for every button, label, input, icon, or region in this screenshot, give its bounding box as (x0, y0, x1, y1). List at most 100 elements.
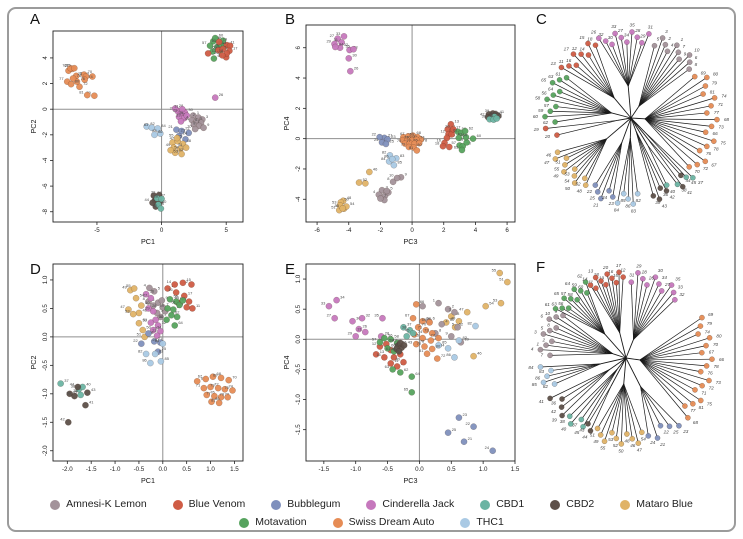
tip-dot (670, 289, 677, 296)
data-point-sample-72: 72 (207, 381, 219, 391)
sample-dot (142, 350, 150, 358)
sample-label: 78 (423, 138, 428, 143)
sample-dot (435, 299, 442, 307)
sample-dot (202, 375, 210, 383)
sample-label: 19 (223, 36, 228, 41)
tree-branch (623, 383, 633, 439)
panel-letter-d: D (30, 261, 41, 278)
sample-dot (176, 301, 183, 309)
tree-tip-sample-13: 13 (588, 268, 621, 333)
sample-label: 71 (413, 134, 418, 139)
sample-label: 31 (174, 104, 179, 109)
tree-branch (640, 386, 649, 436)
tree-internal-branch (630, 117, 646, 133)
sample-label: 79 (416, 341, 421, 346)
tip-label: 44 (685, 178, 691, 183)
tree-tip-sample-72: 72 (644, 118, 709, 171)
tip-dot (698, 349, 705, 356)
legend-swatch-amnesi-k-lemon (50, 499, 61, 510)
tip-dot (697, 368, 704, 375)
tip-label: 78 (714, 364, 720, 369)
tip-label: 48 (624, 438, 630, 443)
tip-label: 76 (706, 151, 712, 156)
data-point-sample-22: 22 (372, 132, 383, 141)
sample-dot (400, 341, 408, 349)
sample-label: 49 (166, 142, 171, 147)
sample-label: 42 (60, 417, 65, 422)
tip-dot (602, 38, 609, 44)
sample-label: 24 (485, 445, 490, 450)
tip-label: 18 (587, 36, 593, 41)
tip-label: 33 (678, 284, 684, 289)
sample-label: 9 (207, 122, 210, 127)
data-point-sample-9: 9 (445, 331, 455, 340)
tip-dot (686, 66, 693, 72)
tree-tip-sample-56: 56 (558, 301, 605, 335)
x-tick-label: 0.5 (447, 466, 456, 473)
tip-dot (574, 296, 580, 303)
data-point-sample-30: 30 (152, 314, 164, 324)
tree-tip-sample-42: 42 (635, 130, 675, 200)
sample-label: 80 (215, 396, 220, 401)
y-tick-label: -2 (42, 132, 49, 138)
tree-branch (618, 272, 621, 333)
tip-label: 76 (708, 370, 714, 375)
sample-label: 77 (206, 390, 211, 395)
tree-tip-sample-86: 86 (625, 137, 632, 208)
tip-label: 77 (714, 110, 720, 115)
tree-internal-branch (630, 106, 640, 119)
tree-branch (627, 33, 650, 87)
data-point-sample-30: 30 (349, 316, 361, 325)
tip-dot (550, 92, 557, 98)
data-point-sample-52: 52 (355, 177, 368, 186)
data-point-sample-54: 54 (482, 301, 495, 310)
sample-label: 64 (462, 132, 467, 137)
tree-internal-branch (606, 117, 632, 140)
tree-tip-sample-12: 12 (572, 46, 615, 99)
legend-label: Bubblegum (287, 498, 341, 510)
data-point-sample-10: 10 (389, 172, 401, 182)
data-point-sample-20: 20 (395, 357, 407, 366)
x-axis-label: PC3 (404, 237, 418, 246)
tip-label: 32 (598, 32, 604, 37)
sample-label: 71 (78, 71, 83, 76)
tip-label: 57 (544, 103, 550, 108)
sample-label: 38 (402, 325, 407, 330)
data-point-sample-60: 60 (211, 32, 224, 42)
tree-branch (635, 130, 654, 196)
tree-branch (638, 37, 663, 107)
sample-label: 10 (389, 172, 394, 177)
tip-dot (616, 269, 622, 276)
tree-tip-sample-65: 65 (541, 77, 612, 114)
tree-branch (623, 383, 628, 435)
tip-label: 14 (582, 276, 588, 281)
sample-label: 55 (126, 283, 131, 288)
tree-branch (639, 359, 703, 387)
tip-label: 29 (635, 263, 642, 268)
data-point-sample-74: 74 (221, 384, 234, 393)
tree-branch (550, 363, 601, 371)
tip-dot (683, 174, 690, 181)
sample-dot (396, 369, 404, 376)
tree-branch (647, 145, 667, 186)
panel-c-svg: C861097142353129283534273330322618151412… (533, 11, 730, 213)
tree-tip-sample-46: 46 (623, 383, 636, 448)
sample-dot (350, 45, 357, 53)
tip-label: 60 (533, 114, 539, 119)
data-point-sample-16: 16 (376, 352, 388, 361)
sample-dot (413, 147, 421, 154)
sample-label: 67 (405, 313, 410, 318)
tip-dot (706, 377, 712, 384)
sample-label: 72 (214, 381, 219, 386)
sample-label: 16 (168, 287, 173, 292)
data-point-sample-28: 28 (145, 303, 157, 312)
tree-branch (638, 45, 678, 107)
sample-label: 10 (187, 123, 192, 128)
tree-branch (639, 359, 686, 407)
sample-dot (185, 298, 193, 305)
tree-tip-sample-1: 1 (638, 37, 684, 107)
tip-dot (612, 30, 618, 37)
tree-tip-sample-16: 16 (608, 269, 621, 333)
sample-label: 51 (137, 331, 142, 336)
sample-label: 51 (331, 205, 336, 210)
